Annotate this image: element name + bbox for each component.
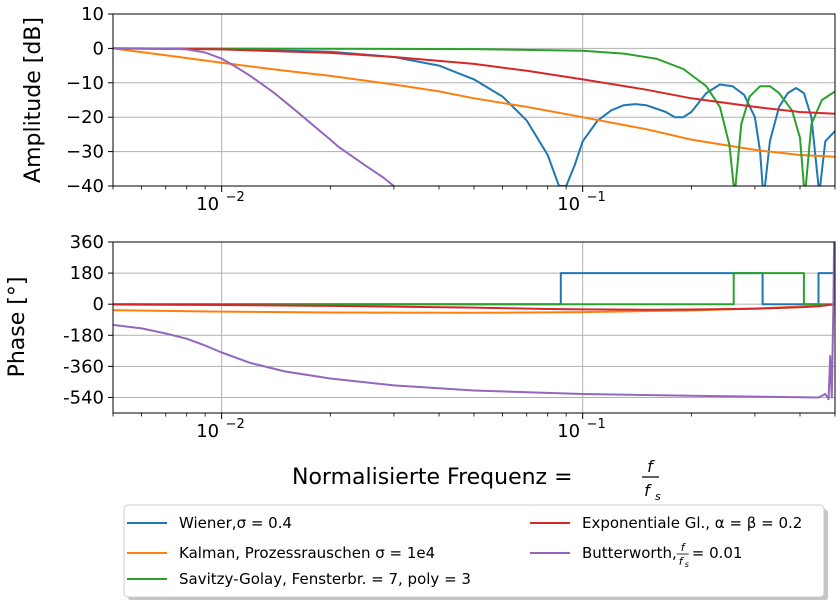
phase-series	[113, 242, 835, 401]
y-tick-label: 360	[70, 232, 104, 253]
amplitude-series	[113, 47, 835, 186]
series-line-3	[113, 47, 835, 186]
y-tick-label: 0	[93, 38, 104, 59]
y-tick-label: -360	[63, 356, 104, 377]
legend: Wiener,σ = 0.4 Kalman, Prozessrauschen σ …	[123, 504, 828, 600]
legend-box	[123, 504, 825, 598]
y-tick-label: 0	[93, 294, 104, 315]
legend-label: Wiener,σ = 0.4	[179, 514, 292, 532]
legend-label: Exponentiale Gl., α = β = 0.2	[582, 514, 802, 532]
x-label-frac-den: f	[644, 481, 652, 500]
legend-frac-den: f	[679, 555, 685, 568]
phase-ticks: 360 180 0 -180 -360 -540 10 −2 10 −1	[63, 232, 836, 442]
y-tick-label: -540	[63, 387, 104, 408]
x-tick-label-exponent: −2	[226, 417, 245, 432]
phase-panel: 360 180 0 -180 -360 -540 10 −2 10 −1 Phase [°]	[5, 232, 836, 442]
series-line-5	[113, 47, 395, 186]
x-tick-label-base: 10	[196, 421, 219, 442]
y-tick-label: −40	[66, 176, 104, 197]
amplitude-ylabel: Amplitude [dB]	[21, 17, 46, 183]
legend-items: Wiener,σ = 0.4 Kalman, Prozessrauschen σ …	[127, 514, 802, 588]
legend-label-tail: = 0.01	[692, 544, 743, 562]
y-tick-label: 10	[81, 4, 104, 25]
series-line-2	[113, 47, 835, 158]
y-tick-label: -180	[63, 325, 104, 346]
series-line-4	[113, 303, 835, 311]
x-tick-label-exponent: −1	[587, 417, 606, 432]
series-line-4	[113, 47, 835, 115]
series-group	[113, 47, 835, 186]
x-label-frac-sub: s	[655, 490, 661, 503]
x-label-frac-num: f	[647, 457, 655, 476]
x-tick-label-base: 10	[196, 194, 219, 215]
phase-ylabel: Phase [°]	[5, 277, 30, 378]
legend-label: Kalman, Prozessrauschen σ = 1e4	[179, 544, 435, 562]
x-axis-label: Normalisierte Frequenz = f f s	[292, 457, 661, 503]
series-line-5	[113, 242, 835, 401]
amplitude-panel: 10 0 −10 −20 −30 −40 10 −2 10 −1 Amplitude [dB]	[21, 4, 836, 215]
x-tick-label-base: 10	[557, 194, 580, 215]
y-tick-label: −10	[66, 73, 104, 94]
x-label-prefix: Normalisierte Frequenz =	[292, 465, 573, 490]
legend-frac-sub: s	[685, 560, 689, 569]
y-tick-label: −30	[66, 142, 104, 163]
legend-label: Butterworth,	[582, 544, 677, 562]
legend-label: Savitzy-Golay, Fensterbr. = 7, poly = 3	[179, 570, 471, 588]
x-tick-label-base: 10	[557, 421, 580, 442]
y-tick-label: 180	[70, 263, 104, 284]
y-tick-label: −20	[66, 107, 104, 128]
series-group	[113, 242, 835, 401]
legend-frac-num: f	[681, 541, 687, 554]
series-line-1	[113, 47, 835, 186]
series-line-1	[113, 272, 835, 306]
amplitude-ticks: 10 0 −10 −20 −30 −40 10 −2 10 −1	[66, 4, 836, 215]
x-tick-label-exponent: −1	[587, 190, 606, 205]
series-line-3	[113, 272, 835, 306]
x-tick-label-exponent: −2	[226, 190, 245, 205]
